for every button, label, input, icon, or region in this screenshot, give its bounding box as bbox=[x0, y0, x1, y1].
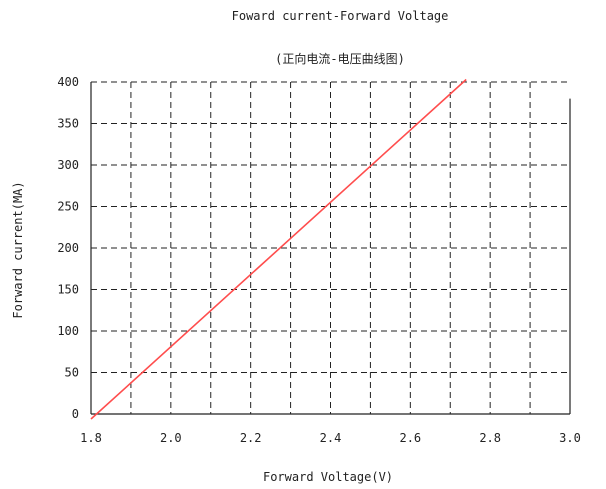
chart-title: Foward current-Forward Voltage bbox=[232, 9, 449, 23]
axes bbox=[90, 82, 571, 415]
y-tick-label: 400 bbox=[57, 75, 79, 89]
y-tick-label: 0 bbox=[72, 407, 79, 421]
y-tick-label: 200 bbox=[57, 241, 79, 255]
x-tick-labels: 1.8 2.0 2.2 2.4 2.6 2.8 3.0 bbox=[80, 431, 581, 445]
y-tick-label: 300 bbox=[57, 158, 79, 172]
y-tick-label: 150 bbox=[57, 283, 79, 297]
grid bbox=[91, 81, 570, 414]
x-tick-label: 2.6 bbox=[399, 431, 421, 445]
series-line bbox=[90, 78, 467, 420]
x-tick-label: 2.2 bbox=[240, 431, 262, 445]
y-tick-label: 100 bbox=[57, 324, 79, 338]
x-tick-label: 2.0 bbox=[160, 431, 182, 445]
series-lines bbox=[90, 78, 467, 420]
y-tick-label: 350 bbox=[57, 117, 79, 131]
chart-subtitle: (正向电流-电压曲线图) bbox=[275, 51, 405, 66]
y-tick-labels: 0 50 100 150 200 250 300 350 400 bbox=[57, 75, 79, 421]
x-axis-title: Forward Voltage(V) bbox=[263, 470, 393, 484]
x-tick-label: 1.8 bbox=[80, 431, 102, 445]
x-tick-label: 3.0 bbox=[559, 431, 581, 445]
x-tick-label: 2.4 bbox=[320, 431, 342, 445]
y-tick-label: 50 bbox=[65, 366, 79, 380]
y-axis-title: Forward current(MA) bbox=[11, 181, 25, 318]
y-tick-label: 250 bbox=[57, 200, 79, 214]
x-tick-label: 2.8 bbox=[479, 431, 501, 445]
